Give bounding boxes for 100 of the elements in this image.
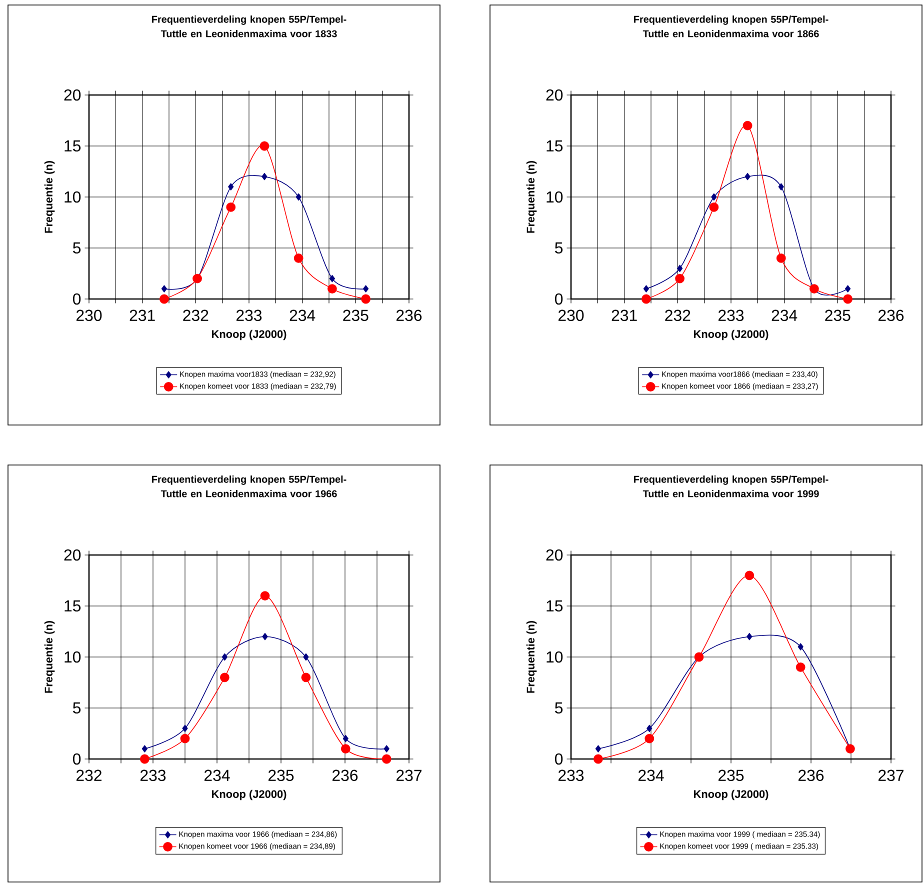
x-axis-title: Knoop (J2000) [694,330,768,340]
point [182,724,188,732]
x-tick-label: 233 [236,310,262,322]
x-tick-label: 230 [558,310,584,322]
point [643,285,650,292]
y-tick-label: 0 [554,753,563,765]
point [226,202,236,212]
point [796,662,806,672]
y-tick-label: 0 [554,293,563,305]
x-tick-label: 236 [798,770,824,782]
y-tick-label: 15 [64,600,81,612]
x-tick-label: 231 [612,310,637,322]
y-tick-label: 10 [64,651,81,663]
x-tick-label: 232 [76,770,102,782]
point [160,294,169,304]
point [142,745,148,752]
point [744,570,754,580]
point [382,754,392,764]
point [384,745,390,752]
point [778,183,784,190]
chart-title: Frequentieverdeling knopen 55P/Tempel-Tuttle en Leonidenmaxima voor 1866 [634,16,828,38]
x-tick-label: 236 [878,310,904,322]
chart-title: Frequentieverdeling knopen 55P/Tempel-Tuttle en Leonidenmaxima voor 1999 [634,476,828,498]
x-tick-label: 230 [76,310,102,322]
y-tick-label: 15 [546,140,563,152]
x-tick-label: 237 [396,770,422,782]
x-tick-label: 236 [332,770,358,782]
y-axis-title: Frequentie (n) [526,161,537,233]
point [642,294,651,304]
point [161,285,167,292]
y-tick-label: 5 [555,702,563,714]
point [843,294,852,304]
point [180,734,190,744]
point [303,653,309,661]
x-tick-label: 235 [825,310,850,322]
point [594,754,603,764]
y-tick-label: 5 [555,242,563,254]
point [361,294,370,304]
point [644,734,654,744]
x-tick-label: 233 [140,770,166,782]
chart-title: Frequentieverdeling knopen 55P/Tempel-Tuttle en Leonidenmaxima voor 1966 [152,476,346,498]
x-axis-title: Knoop (J2000) [212,330,286,340]
y-axis-title: Frequentie (n) [44,621,55,693]
point [301,672,311,682]
x-tick-label: 235 [268,770,294,782]
point [675,274,685,284]
y-tick-label: 20 [546,89,563,101]
point [228,183,234,190]
y-tick-label: 5 [73,242,81,254]
chart-title: Frequentieverdeling knopen 55P/Tempel-Tuttle en Leonidenmaxima voor 1833 [152,16,346,38]
y-tick-label: 20 [64,89,81,101]
point [595,745,602,752]
point [711,193,717,201]
point [742,120,752,130]
point [222,653,228,661]
point [798,643,804,650]
x-tick-label: 231 [130,310,155,322]
y-tick-label: 10 [546,191,563,203]
point [329,274,335,282]
point [140,754,150,764]
x-tick-label: 234 [204,770,230,782]
x-axis-title: Knoop (J2000) [694,790,768,800]
point [262,633,268,640]
point [677,264,683,272]
y-tick-label: 0 [72,293,81,305]
point [646,724,652,732]
point [363,285,369,292]
point [709,202,719,212]
y-tick-label: 20 [64,549,81,561]
x-tick-label: 235 [343,310,368,322]
point [746,633,752,640]
point [845,285,851,292]
y-axis-title: Frequentie (n) [44,161,55,233]
x-tick-label: 236 [396,310,422,322]
y-tick-label: 20 [546,549,563,561]
x-tick-label: 232 [183,310,208,322]
x-axis-title: Knoop (J2000) [212,790,286,800]
x-tick-label: 235 [718,770,744,782]
point [328,284,337,294]
point [294,253,304,263]
x-tick-label: 234 [772,310,798,322]
y-tick-label: 10 [64,191,81,203]
point [296,193,302,201]
x-tick-label: 232 [665,310,690,322]
point [260,141,270,151]
point [260,591,270,600]
x-tick-label: 233 [558,770,584,782]
y-tick-label: 10 [546,651,563,663]
x-tick-label: 233 [718,310,744,322]
point [744,172,750,180]
x-tick-label: 237 [878,770,904,782]
y-tick-label: 15 [546,600,563,612]
y-tick-label: 5 [73,702,81,714]
point [220,672,230,682]
point [262,172,268,180]
point [340,744,350,754]
y-tick-label: 15 [64,140,81,152]
x-tick-label: 234 [290,310,316,322]
point [776,253,786,263]
point [342,735,348,742]
